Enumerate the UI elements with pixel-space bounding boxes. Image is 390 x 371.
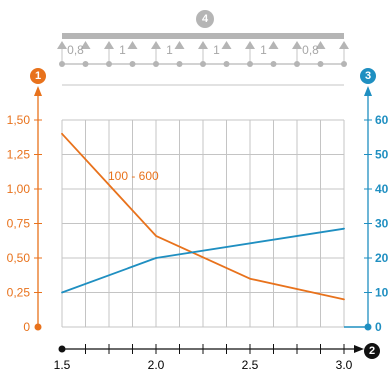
beam-support — [80, 41, 91, 49]
beam-support — [292, 41, 302, 49]
left-axis-ticks: 0 0,25 0,50 0,75 1,00 1,25 1,50 — [7, 113, 42, 334]
series-point-right — [61, 291, 63, 294]
span-label: 0,8 — [302, 43, 319, 57]
right-tick-label: 40 — [375, 182, 389, 196]
right-axis-arrow — [364, 86, 372, 96]
dimension-dot — [176, 61, 183, 67]
dimension-dot — [106, 61, 112, 67]
dimension-dot — [294, 61, 300, 67]
right-tick-label: 30 — [375, 217, 389, 231]
left-tick-label: 1,00 — [7, 182, 31, 196]
x-axis-ticks: 1.5 2.0 2.5 3.0 — [54, 344, 353, 371]
right-tick-label: 60 — [375, 113, 389, 127]
dimension-dot — [59, 61, 65, 67]
span-label: 1 — [166, 43, 173, 57]
dimension-dot — [223, 61, 230, 67]
beam-support — [151, 41, 161, 49]
right-axis-origin — [364, 323, 372, 331]
beam-support — [174, 41, 185, 49]
x-axis: 2 1.5 2.0 2.5 3.0 — [54, 343, 380, 371]
beam-support — [127, 41, 138, 49]
badge-x-axis — [364, 343, 380, 359]
right-tick-label: 0 — [375, 320, 382, 334]
dimension-dot — [82, 61, 89, 67]
series-point-right — [343, 227, 345, 230]
span-label: 1 — [213, 43, 220, 57]
dimension-dot — [341, 61, 347, 67]
beam-supports — [57, 41, 349, 49]
beam-bar — [62, 33, 344, 39]
dimension-dot — [129, 61, 136, 67]
dimension-dot — [200, 61, 206, 67]
left-axis-origin — [34, 323, 42, 331]
badge-right-axis — [360, 68, 376, 84]
x-axis-arrow — [354, 345, 364, 353]
grid — [61, 119, 345, 328]
right-axis: 3 0 10 20 30 40 50 60 — [344, 68, 389, 334]
series-point-left — [61, 132, 63, 135]
beam-support — [339, 41, 349, 49]
dimension-dot — [247, 61, 253, 67]
badge-left-axis — [30, 68, 46, 84]
beam-support — [221, 41, 232, 49]
beam-support — [57, 41, 67, 49]
left-tick-label: 0,50 — [7, 251, 31, 265]
right-tick-label: 10 — [375, 286, 389, 300]
badge-x-axis-label: 2 — [369, 345, 375, 357]
badge-beam-label: 4 — [202, 13, 209, 25]
series-label: 100 - 600 — [108, 169, 159, 183]
span-labels: 0,8 1 1 1 1 0,8 — [67, 43, 319, 57]
right-tick-label: 20 — [375, 251, 389, 265]
left-tick-label: 0 — [23, 320, 30, 334]
series-point-left — [249, 277, 251, 280]
left-tick-label: 0,25 — [7, 286, 31, 300]
beam-support — [268, 41, 279, 49]
left-tick-label: 1,50 — [7, 113, 31, 127]
right-tick-label: 50 — [375, 148, 389, 162]
dimension-dots — [59, 49, 347, 67]
series-point-left — [343, 298, 345, 301]
series-point-right — [155, 257, 157, 259]
beam-diagram: 4 0,8 1 1 1 1 0,8 — [57, 10, 349, 86]
x-tick-label: 2.5 — [242, 358, 259, 371]
beam-support — [104, 41, 114, 49]
badge-beam — [196, 10, 214, 28]
badge-left-axis-label: 1 — [35, 70, 41, 82]
series-point-left — [155, 235, 157, 237]
beam-support — [198, 41, 208, 49]
series-lines: 100 - 600 — [61, 132, 345, 301]
span-label: 1 — [119, 43, 126, 57]
x-tick-label: 1.5 — [54, 358, 71, 371]
dimension-dot — [317, 61, 324, 67]
span-label: 1 — [260, 43, 267, 57]
dimension-dot — [153, 61, 159, 67]
left-axis-arrow — [34, 86, 42, 96]
x-tick-label: 2.0 — [148, 358, 165, 371]
badge-right-axis-label: 3 — [365, 70, 371, 82]
left-tick-label: 1,25 — [7, 148, 31, 162]
beam-support — [245, 41, 255, 49]
x-axis-origin — [58, 345, 66, 353]
right-axis-ticks: 0 10 20 30 40 50 60 — [364, 113, 389, 334]
left-tick-label: 0,75 — [7, 217, 31, 231]
span-label: 0,8 — [67, 43, 84, 57]
series-line-left — [61, 133, 345, 301]
x-tick-label: 3.0 — [336, 358, 353, 371]
beam-support — [315, 41, 326, 49]
left-axis: 1 0 0,25 0,50 0,75 1,00 1,25 1,50 — [7, 68, 46, 334]
dimension-dot — [270, 61, 277, 67]
